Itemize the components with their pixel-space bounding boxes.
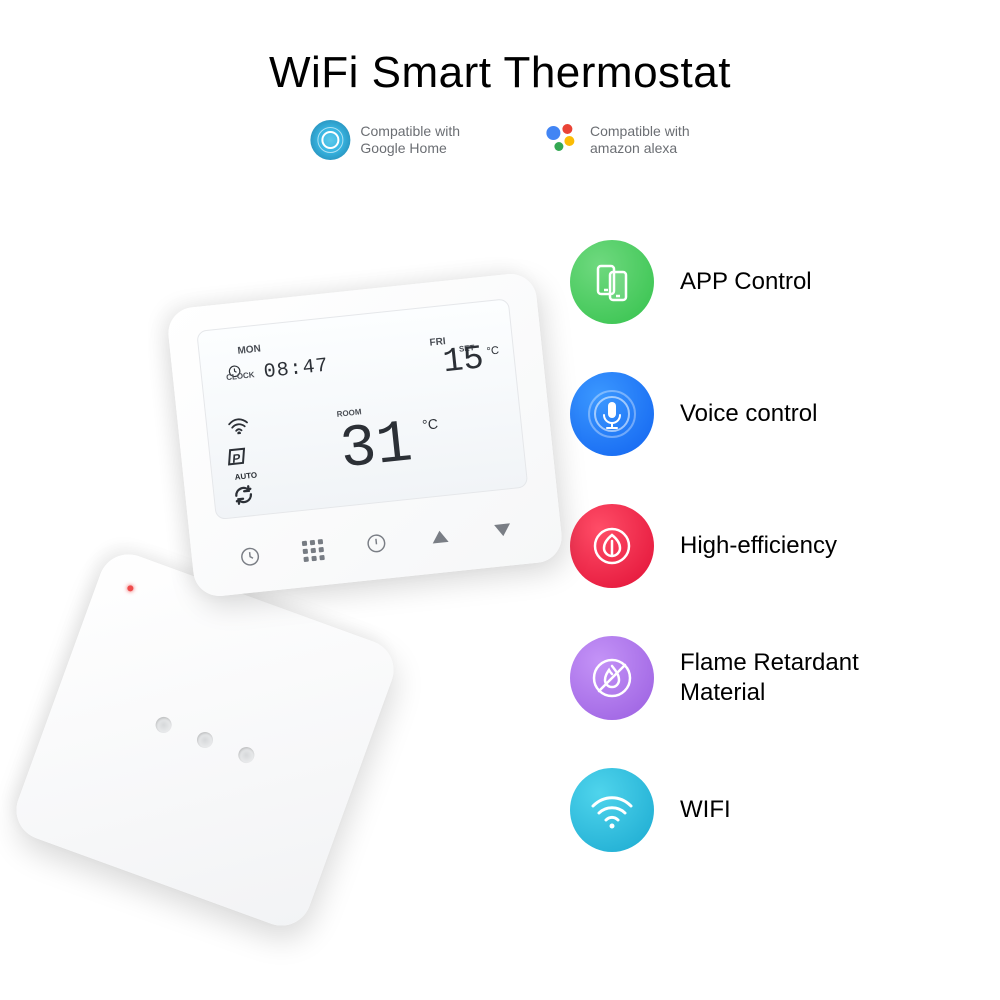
vent-dots-icon bbox=[153, 715, 256, 766]
feature-flame-retardant: Flame Retardant Material bbox=[570, 636, 910, 720]
program-icon: P bbox=[228, 448, 245, 466]
feature-label: Flame Retardant Material bbox=[680, 648, 859, 708]
compatibility-row: Compatible with Google Home Compatible w… bbox=[310, 120, 689, 160]
microphone-icon bbox=[570, 372, 654, 456]
wifi-signal-icon bbox=[226, 415, 250, 440]
status-led-icon bbox=[127, 584, 135, 592]
power-button-icon bbox=[362, 529, 391, 558]
google-assistant-icon bbox=[540, 120, 580, 160]
app-control-icon bbox=[570, 240, 654, 324]
page-title: WiFi Smart Thermostat bbox=[0, 48, 1000, 98]
features-list: APP Control Voice control High-efficienc… bbox=[570, 240, 910, 852]
leaf-power-icon bbox=[570, 504, 654, 588]
clock-button-icon bbox=[236, 542, 265, 571]
clock-value: 08:47 bbox=[263, 354, 330, 384]
up-arrow-icon bbox=[425, 522, 454, 551]
feature-app-control: APP Control bbox=[570, 240, 910, 324]
lcd-screen: MON FRI CLOCK 08:47 SET 15 °C ROOM 31 °C… bbox=[196, 298, 528, 520]
receiver-unit bbox=[8, 546, 402, 934]
room-temp-unit: °C bbox=[421, 415, 438, 433]
compat-google-home: Compatible with Google Home bbox=[310, 120, 460, 160]
cycle-icon bbox=[232, 483, 257, 512]
product-illustration: MON FRI CLOCK 08:47 SET 15 °C ROOM 31 °C… bbox=[30, 260, 590, 900]
feature-wifi: WIFI bbox=[570, 768, 910, 852]
compat-amazon-alexa: Compatible with amazon alexa bbox=[540, 120, 690, 160]
compat-text: Compatible with Google Home bbox=[360, 123, 460, 157]
flame-retardant-icon bbox=[570, 636, 654, 720]
day-mon-label: MON bbox=[237, 343, 261, 356]
compat-line1: Compatible with bbox=[360, 123, 460, 140]
menu-grid-icon bbox=[299, 536, 328, 565]
feature-label: WIFI bbox=[680, 795, 731, 825]
set-temp-unit: °C bbox=[486, 345, 500, 358]
feature-voice-control: Voice control bbox=[570, 372, 910, 456]
feature-high-efficiency: High-efficiency bbox=[570, 504, 910, 588]
compat-line2: Google Home bbox=[360, 140, 460, 157]
feature-label: High-efficiency bbox=[680, 531, 837, 561]
compat-text: Compatible with amazon alexa bbox=[590, 123, 690, 157]
compat-line1: Compatible with bbox=[590, 123, 690, 140]
clock-label: CLOCK bbox=[226, 370, 255, 382]
thermostat-unit: MON FRI CLOCK 08:47 SET 15 °C ROOM 31 °C… bbox=[166, 271, 564, 598]
room-temp-value: 31 bbox=[337, 410, 416, 485]
down-arrow-icon bbox=[489, 516, 518, 545]
wifi-icon bbox=[570, 768, 654, 852]
compat-line2: amazon alexa bbox=[590, 140, 690, 157]
echo-dot-icon bbox=[310, 120, 350, 160]
feature-label: Voice control bbox=[680, 399, 817, 429]
auto-label: AUTO bbox=[234, 471, 257, 482]
set-temp-value: 15 bbox=[441, 340, 486, 382]
feature-label: APP Control bbox=[680, 267, 812, 297]
